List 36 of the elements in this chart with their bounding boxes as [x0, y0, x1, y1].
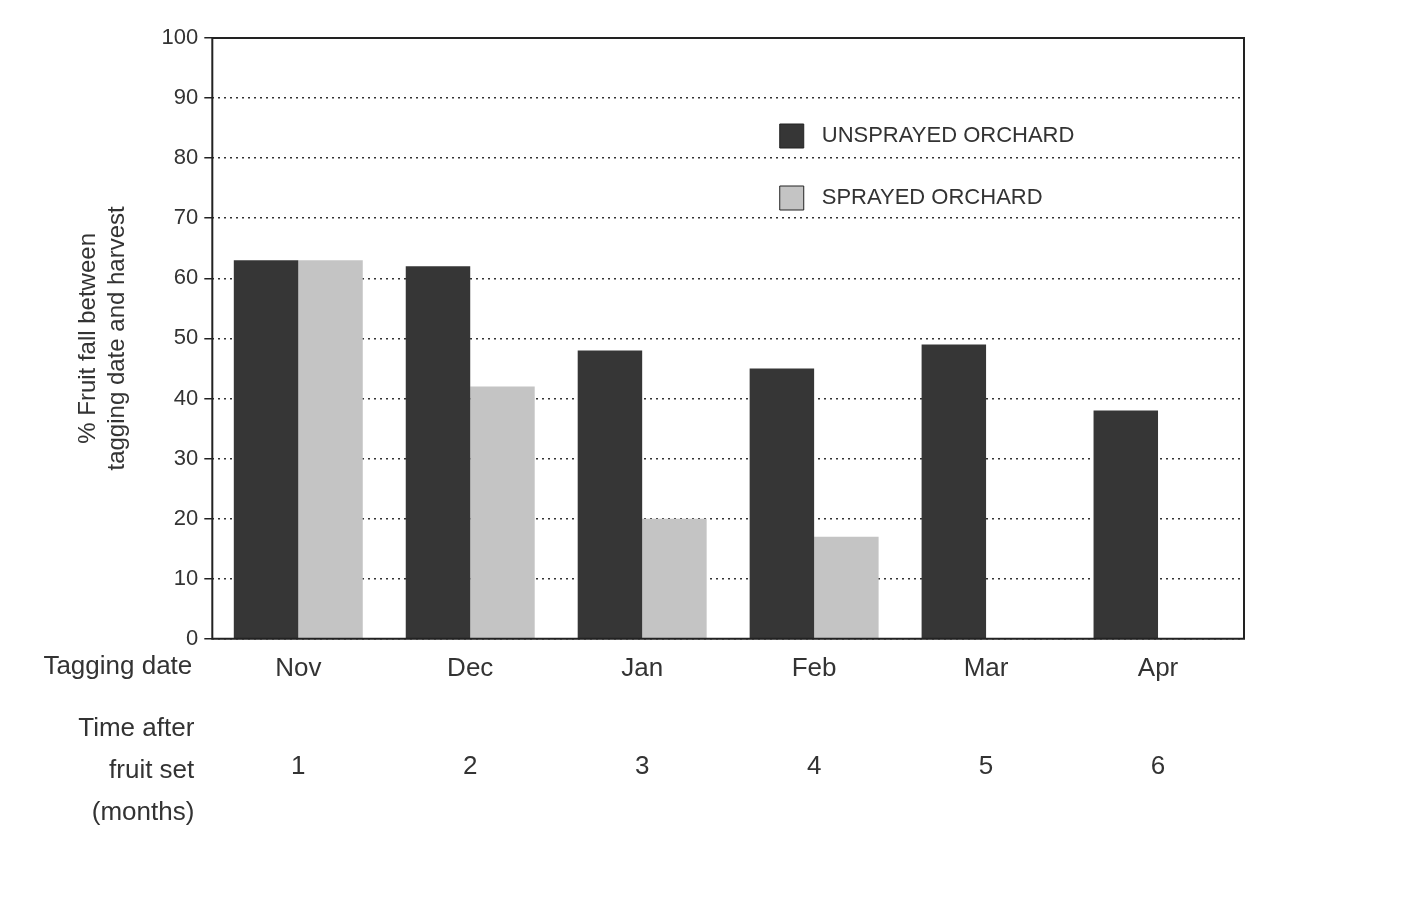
- y-tick-label: 100: [161, 24, 199, 50]
- x-tick-label: Feb: [791, 651, 837, 682]
- text: Time after fruit set (months): [78, 711, 196, 826]
- text: 3: [634, 749, 650, 780]
- y-tick-label: 50: [173, 324, 199, 350]
- text: 6: [1150, 749, 1166, 780]
- y-tick-label: 90: [173, 84, 199, 110]
- text: 5: [978, 749, 994, 780]
- x-tick-label: Dec: [447, 651, 494, 682]
- bar: [1093, 410, 1159, 639]
- bar: [814, 536, 879, 639]
- y-tick-label: 70: [173, 204, 199, 230]
- text: 4: [806, 749, 822, 780]
- legend-label: UNSPRAYED ORCHARD: [821, 122, 1075, 148]
- y-tick-label: 10: [173, 564, 199, 590]
- bar: [577, 350, 643, 639]
- bar: [233, 260, 299, 639]
- x-tick-label: Jan: [621, 651, 664, 682]
- y-tick-label: 60: [173, 264, 199, 290]
- x-tick-label: Apr: [1137, 651, 1179, 682]
- y-tick-label: 20: [173, 504, 199, 530]
- bar: [642, 518, 707, 639]
- x-tick-label: Mar: [963, 651, 1009, 682]
- y-tick-label: 80: [173, 144, 199, 170]
- bar: [298, 260, 363, 639]
- text: 2: [463, 749, 478, 780]
- y-tick-label: 40: [173, 384, 199, 410]
- y-tick-label: 0: [186, 624, 199, 650]
- y-tick-label: 30: [173, 444, 199, 470]
- y-axis-title: % Fruit fall between tagging date and harvest: [73, 205, 129, 471]
- text: 1: [291, 749, 306, 780]
- bar: [749, 368, 815, 639]
- legend-label: SPRAYED ORCHARD: [821, 184, 1043, 210]
- x-axis-title: Tagging date: [43, 649, 193, 680]
- x-tick-label: Nov: [275, 651, 322, 682]
- bar: [470, 386, 535, 639]
